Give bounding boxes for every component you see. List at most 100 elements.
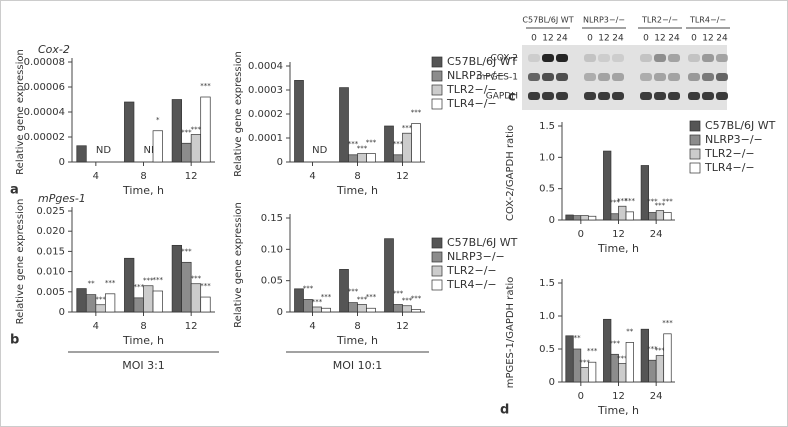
significance-label: *** <box>191 126 202 134</box>
bar <box>663 212 672 221</box>
y-axis-label: Relative gene expression <box>15 199 26 325</box>
bar <box>625 342 634 383</box>
bar <box>357 153 367 163</box>
y-tick-label: 0.00006 <box>24 82 65 93</box>
bar <box>393 154 403 163</box>
significance-label: ** <box>574 334 582 342</box>
blot-band <box>668 54 680 62</box>
legend-swatch <box>431 70 443 82</box>
bar <box>321 307 331 313</box>
bar <box>640 165 649 221</box>
x-tick-label: 4 <box>309 171 315 182</box>
y-tick-label: 0.025 <box>36 206 65 217</box>
y-tick-label: 0.5 <box>539 184 555 195</box>
bar <box>152 130 163 163</box>
legend-label: TLR4−/− <box>446 97 497 110</box>
blot-band <box>716 54 728 62</box>
legend-swatch <box>689 148 701 160</box>
bar <box>565 335 574 383</box>
bar <box>384 125 394 163</box>
significance-label: *** <box>200 82 211 90</box>
legend-label: TLR2−/− <box>446 264 497 277</box>
x-tick-label: 12 <box>612 229 625 240</box>
y-axis-label: Relative gene expression <box>233 51 244 177</box>
legend-label: NLRP3−/− <box>447 250 505 263</box>
x-axis-label: Time, h <box>597 404 639 417</box>
x-tick-label: 4 <box>93 321 99 332</box>
group-label: MOI 3:1 <box>122 359 165 372</box>
x-tick-label: 12 <box>396 171 409 182</box>
not-detected-note: ND <box>144 145 159 156</box>
bar <box>348 154 358 163</box>
significance-label: *** <box>655 347 666 355</box>
y-tick-label: 0 <box>549 215 555 226</box>
bar <box>618 363 627 383</box>
y-tick-label: 0.010 <box>36 267 65 278</box>
significance-label: *** <box>402 297 413 305</box>
blot-band <box>668 92 680 100</box>
significance-label: *** <box>105 279 116 287</box>
bar <box>348 302 358 313</box>
bar <box>105 293 116 313</box>
significance-label: ** <box>88 280 96 288</box>
bar <box>402 132 412 163</box>
bar <box>572 348 582 383</box>
bar <box>143 285 154 313</box>
bar <box>603 318 612 383</box>
significance-label: *** <box>579 358 590 366</box>
blot-band <box>528 73 540 81</box>
blot-time-label: 0 <box>691 34 697 44</box>
group-label: MOI 10:1 <box>333 359 383 372</box>
x-tick-label: 4 <box>309 321 315 332</box>
legend-swatch <box>689 134 701 146</box>
y-tick-label: 1.5 <box>539 278 555 289</box>
y-tick-label: 0.0003 <box>248 85 283 96</box>
bar <box>76 145 87 163</box>
x-tick-label: 24 <box>650 229 663 240</box>
blot-band <box>584 92 596 100</box>
significance-label: *** <box>303 284 314 292</box>
bar <box>393 304 403 313</box>
legend-label: NLRP3−/− <box>705 133 763 146</box>
significance-label: *** <box>655 202 666 210</box>
legend-label: C57BL/6J WT <box>447 236 518 249</box>
y-axis-label: COX-2/GAPDH ratio <box>505 125 516 221</box>
blot-band <box>542 54 554 62</box>
legend-swatch <box>431 279 443 291</box>
x-tick-label: 8 <box>354 321 360 332</box>
blot-band <box>688 73 700 81</box>
blot-column-label: TLR2−/− <box>641 16 678 25</box>
blot-time-label: 12 <box>702 34 713 44</box>
blot-band <box>598 73 610 81</box>
blot-time-label: 24 <box>612 34 624 44</box>
significance-label: *** <box>312 298 323 306</box>
significance-label: *** <box>366 293 377 301</box>
blot-row-label: mPGES-1 <box>476 73 518 83</box>
legend-swatch <box>431 84 443 96</box>
bar <box>76 288 87 313</box>
blot-column-label: C57BL/6J WT <box>522 16 573 25</box>
bar <box>85 294 97 313</box>
y-tick-label: 1.0 <box>539 152 555 163</box>
significance-label: *** <box>191 275 202 283</box>
y-tick-label: 0.05 <box>261 276 283 287</box>
significance-label: *** <box>609 339 620 347</box>
bar <box>384 238 394 313</box>
significance-label: *** <box>348 288 359 296</box>
x-tick-label: 12 <box>612 391 625 402</box>
bar <box>181 142 192 163</box>
x-tick-label: 8 <box>140 171 146 182</box>
blot-band <box>528 54 540 62</box>
blot-band <box>654 54 666 62</box>
bar <box>124 101 135 163</box>
significance-label: *** <box>153 276 164 284</box>
bar <box>294 80 304 163</box>
x-tick-label: 8 <box>354 171 360 182</box>
x-tick-label: 4 <box>93 171 99 182</box>
x-tick-label: 0 <box>578 391 584 402</box>
blot-band <box>556 54 568 62</box>
legend-label: NLRP3−/− <box>447 69 505 82</box>
x-tick-label: 24 <box>650 391 663 402</box>
bar <box>312 306 322 313</box>
y-tick-label: 0 <box>59 307 65 318</box>
